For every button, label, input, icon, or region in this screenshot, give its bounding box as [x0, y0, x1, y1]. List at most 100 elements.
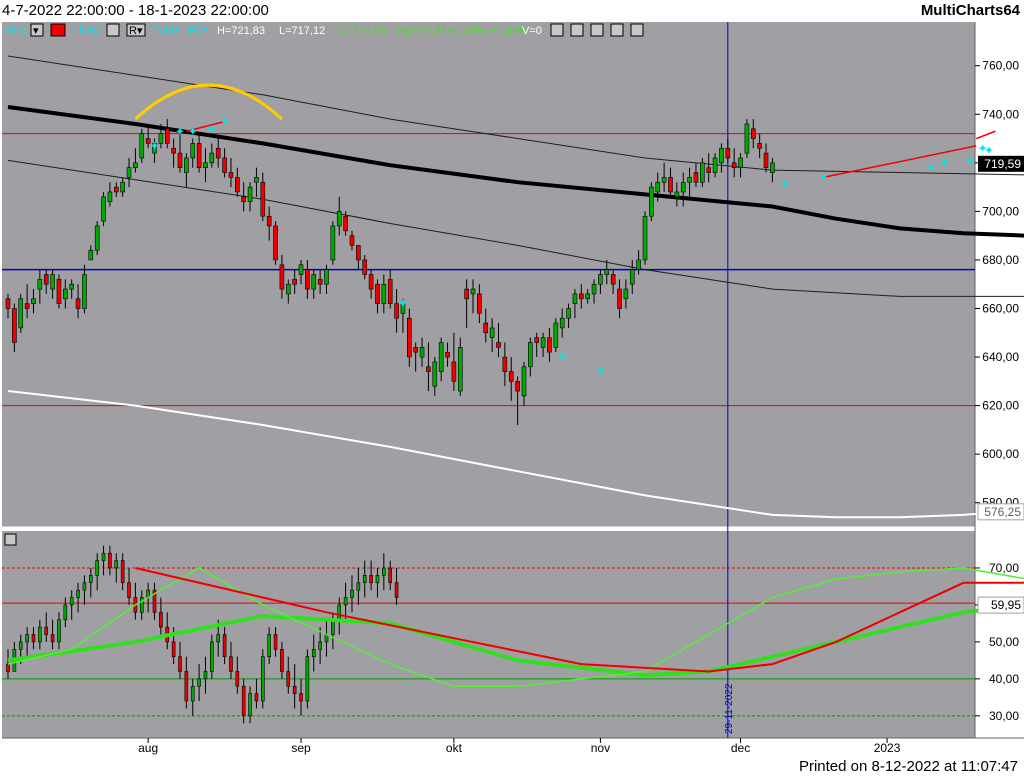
price-candle — [655, 181, 661, 193]
oscillator-candle — [69, 597, 74, 606]
oscillator-candle — [89, 575, 93, 584]
price-candle — [623, 288, 629, 300]
symbol-dropdown-button[interactable] — [30, 23, 44, 37]
slow-signal-line — [7, 603, 1024, 678]
price-candle — [451, 361, 457, 382]
price-candle — [540, 337, 546, 348]
price-candle — [413, 347, 418, 353]
price-candle — [63, 288, 68, 300]
oscillator-candle — [25, 634, 29, 643]
oscillator-candle — [369, 575, 373, 584]
lower-envelope-line — [7, 159, 1024, 297]
price-candle — [56, 279, 62, 304]
oscillator-candle — [203, 671, 208, 680]
price-candle — [37, 279, 43, 290]
signal-marker: ✦ — [207, 122, 217, 136]
close-icon[interactable] — [550, 23, 564, 37]
chart-legend: AEX ▾ 1 Day R▾ Trade FTA H=721,83 L=717,… — [4, 23, 644, 37]
oscillator-candle — [229, 656, 233, 672]
plot-layer: 580,00600,00620,00640,00660,00680,00700,… — [2, 22, 1024, 755]
price-candle — [617, 288, 622, 309]
oscillator-candle — [337, 604, 342, 621]
price-candle — [190, 143, 196, 159]
price-candle — [649, 186, 654, 217]
osc-axis-bg — [975, 531, 1024, 738]
close-icon[interactable] — [630, 23, 644, 37]
legend-exchange: FTA — [189, 25, 210, 37]
oscillator-candle — [108, 552, 112, 569]
price-candle — [763, 152, 769, 168]
price-candle — [228, 172, 234, 178]
oscillator-candle — [388, 567, 393, 584]
price-candle — [489, 327, 495, 338]
price-candle — [305, 269, 310, 290]
price-candle — [381, 283, 387, 304]
oscillator-candle — [95, 560, 99, 576]
oscillator-candle — [178, 656, 182, 672]
price-candle — [285, 283, 291, 295]
long-ma-box — [977, 503, 1024, 521]
signal-marker: ✦ — [557, 350, 567, 364]
price-candle — [591, 283, 597, 295]
cursor-date-label: 29-11-2022 — [724, 683, 735, 734]
trend-line — [823, 145, 977, 179]
price-candle — [50, 274, 55, 290]
oscillator-candle — [63, 604, 68, 621]
oscillator-candle — [101, 552, 106, 561]
legend-change: Chg=+2,47 — [392, 25, 446, 37]
close-icon[interactable] — [610, 23, 624, 37]
price-candle — [610, 274, 616, 285]
y-tick-label: 660,00 — [982, 301, 1019, 315]
oscillator-value-box — [977, 596, 1024, 614]
price-candle — [407, 317, 412, 358]
legend-toolbox-buttons[interactable] — [550, 23, 644, 37]
print-footer: Printed on 8-12-2022 at 11:07:47 — [798, 758, 1018, 775]
signal-marker: ✦ — [780, 178, 790, 192]
price-candle — [260, 181, 266, 217]
oscillator-candle — [31, 634, 36, 643]
price-candle — [426, 366, 431, 372]
oscillator-candle — [292, 685, 297, 694]
price-candle — [171, 147, 176, 154]
price-candle — [343, 215, 348, 232]
signal-marker: ✦ — [175, 124, 185, 138]
price-candle — [706, 167, 712, 173]
price-candle — [464, 288, 469, 300]
replay-button[interactable] — [126, 23, 146, 37]
oscillator-candle — [248, 693, 252, 717]
price-candle — [126, 167, 132, 178]
oscillator-candle — [350, 589, 354, 598]
price-candle — [184, 157, 189, 173]
resolution-dropdown-button[interactable] — [106, 23, 120, 37]
legend-pct-b: +0,34% — [490, 25, 528, 37]
oscillator-candle — [299, 693, 303, 702]
legend-symbol: AEX — [4, 25, 27, 37]
highlight-arc — [134, 83, 283, 121]
price-candle — [203, 162, 208, 168]
signal-marker: ✦ — [818, 170, 828, 184]
price-panel — [2, 22, 975, 527]
resolution-button[interactable] — [50, 23, 66, 37]
oscillator-candle — [50, 634, 55, 643]
price-candle — [101, 196, 106, 222]
signal-marker: ✦ — [965, 153, 975, 167]
close-icon[interactable] — [570, 23, 584, 37]
oscillator-candle — [235, 671, 240, 687]
y-tick-label: 620,00 — [982, 399, 1019, 413]
price-candle — [521, 366, 527, 397]
price-candle — [158, 133, 164, 144]
last-price-label: 719,59 — [984, 157, 1021, 171]
price-candle — [145, 138, 151, 144]
price-candle — [725, 147, 731, 159]
oscillator-candle — [44, 626, 49, 635]
y-tick-label: 50,00 — [989, 635, 1019, 649]
close-icon[interactable] — [4, 533, 17, 546]
x-tick-label: 2023 — [874, 741, 901, 755]
price-candle — [534, 337, 540, 343]
price-candle — [311, 274, 317, 290]
oscillator-candle — [127, 582, 131, 598]
legend-volume: V=0 — [522, 25, 542, 37]
close-icon[interactable] — [590, 23, 604, 37]
price-candle — [356, 245, 361, 261]
price-candle — [241, 196, 246, 202]
